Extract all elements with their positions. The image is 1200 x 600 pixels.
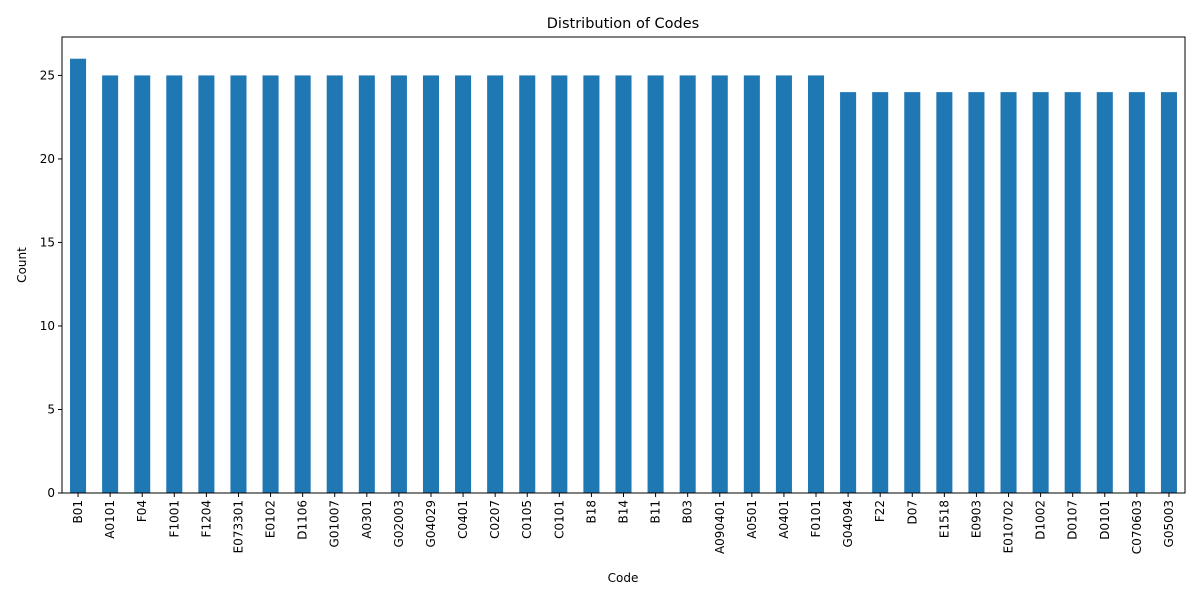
x-tick-label: E073301 [231, 500, 245, 553]
x-tick-label: A0501 [745, 500, 759, 539]
x-tick-label: G05003 [1162, 500, 1176, 547]
x-tick-label: C0401 [456, 500, 470, 539]
bar-D1106 [294, 75, 311, 494]
x-tick-label: G02003 [392, 500, 406, 547]
x-tick-label: D1106 [296, 500, 310, 540]
x-tick-label: A0301 [360, 500, 374, 539]
x-tick-label: A0401 [777, 500, 791, 539]
x-tick-label: D07 [905, 500, 919, 525]
x-tick-label: F1001 [167, 500, 181, 537]
x-tick-label: C0105 [520, 500, 534, 539]
bar-G04094 [840, 92, 857, 493]
bar-C0401 [455, 75, 472, 494]
bar-D07 [904, 92, 921, 493]
bar-G04029 [422, 75, 440, 494]
bar-E1518 [936, 92, 953, 493]
bar-D0107 [1064, 92, 1081, 493]
bar-E010702 [1000, 92, 1017, 493]
y-tick-label: 20 [40, 152, 55, 166]
x-tick-label: A0101 [103, 500, 117, 539]
x-tick-label: D0101 [1098, 500, 1112, 540]
x-tick-label: G04029 [424, 500, 438, 547]
bar-F1001 [166, 75, 183, 494]
x-tick-label: E010702 [1002, 500, 1016, 553]
bar-A090401 [711, 75, 728, 494]
bar-A0501 [743, 75, 760, 494]
x-tick-label: B01 [71, 500, 85, 524]
x-tick-label: E1518 [937, 500, 951, 538]
y-axis-title: Count [15, 247, 29, 283]
bar-C0101 [551, 75, 568, 494]
bar-D0101 [1096, 92, 1113, 493]
bar-B11 [647, 75, 664, 494]
y-axis: 0 5 10 15 20 25 [40, 68, 62, 500]
bar-F1204 [198, 75, 215, 494]
x-tick-label: C0101 [552, 500, 566, 539]
x-tick-label: G01007 [328, 500, 342, 547]
bar-F0101 [807, 75, 825, 494]
bar-F04 [134, 75, 151, 494]
x-tick-label: F04 [135, 500, 149, 522]
x-tick-label: E0102 [264, 500, 278, 538]
bar-B14 [615, 75, 632, 494]
x-tick-label: D0107 [1066, 500, 1080, 540]
plot-frame [61, 36, 1186, 494]
chart-title: Distribution of Codes [547, 16, 699, 32]
x-tick-label: E0903 [969, 500, 983, 538]
y-tick-label: 0 [47, 486, 55, 500]
x-tick-label: F1204 [199, 500, 213, 537]
bar-B01 [70, 58, 87, 493]
bar-C070603 [1128, 92, 1145, 493]
bar-E0903 [968, 92, 985, 493]
bar-A0401 [775, 75, 792, 494]
bar-A0101 [102, 75, 119, 494]
bar-G01007 [326, 75, 343, 494]
bar-F22 [872, 92, 889, 493]
x-tick-label: F0101 [809, 500, 823, 537]
x-tick-label: B11 [649, 500, 663, 524]
x-tick-label: G04094 [841, 500, 855, 547]
x-tick-label: A090401 [713, 500, 727, 554]
bar-E0102 [262, 75, 279, 494]
x-axis-title: Code [608, 571, 639, 585]
y-tick-label: 15 [40, 235, 55, 249]
bar-C0207 [487, 75, 504, 494]
bar-A0301 [358, 75, 375, 494]
bars-group [70, 58, 1177, 494]
x-tick-label: C070603 [1130, 500, 1144, 554]
bar-G05003 [1160, 92, 1177, 493]
y-tick-label: 5 [47, 402, 55, 416]
y-tick-label: 10 [40, 319, 55, 333]
x-tick-label: C0207 [488, 500, 502, 539]
y-tick-label: 25 [40, 68, 55, 82]
x-tick-label: B14 [617, 500, 631, 524]
x-tick-label: B18 [584, 500, 598, 524]
bar-E073301 [230, 75, 247, 494]
bar-B18 [583, 75, 600, 494]
x-tick-label: B03 [681, 500, 695, 524]
x-axis: B01 A0101 F04 F1001 F1204 E073301 E0102 D1106 G0… [71, 493, 1176, 554]
bar-C0105 [519, 75, 536, 494]
bar-B03 [679, 75, 696, 494]
bar-D1002 [1032, 92, 1049, 493]
bar-G02003 [390, 75, 407, 494]
x-tick-label: D1002 [1034, 500, 1048, 540]
x-tick-label: F22 [873, 500, 887, 522]
